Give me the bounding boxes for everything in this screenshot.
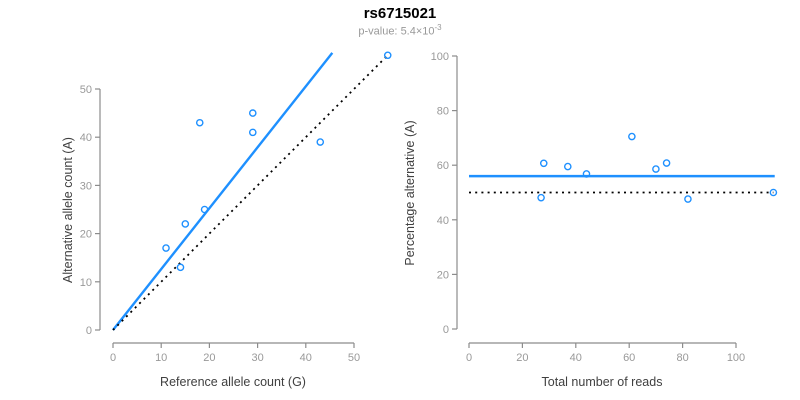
x-tick-label: 80	[676, 352, 688, 364]
data-point	[769, 188, 778, 197]
x-tick-label: 50	[348, 352, 360, 364]
right-x-axis-label: Total number of reads	[542, 375, 663, 389]
identity-line	[112, 54, 389, 331]
left-y-axis-label: Alternative allele count (A)	[61, 137, 75, 283]
x-tick-label: 60	[623, 352, 635, 364]
data-point	[316, 138, 325, 146]
data-point	[662, 159, 671, 167]
y-tick-label: 0	[443, 324, 449, 336]
y-tick-label: 80	[437, 106, 449, 118]
data-point	[195, 118, 204, 127]
data-point	[652, 165, 660, 173]
subtitle-prefix: p-value:	[358, 25, 401, 38]
y-tick-label: 10	[80, 277, 92, 289]
subtitle-value: 5.4×10	[400, 25, 435, 38]
x-tick-label: 0	[466, 352, 472, 364]
x-tick-label: 40	[300, 352, 312, 364]
chart-subtitle: p-value: 5.4×10-3	[0, 23, 800, 38]
data-point	[181, 220, 190, 228]
y-tick-label: 40	[437, 215, 449, 227]
y-tick-label: 20	[437, 269, 449, 281]
chart-title: rs6715021	[363, 5, 437, 22]
x-tick-label: 10	[155, 352, 167, 364]
y-tick-label: 20	[80, 229, 92, 241]
data-point	[684, 195, 692, 203]
data-point	[539, 159, 548, 168]
data-point	[537, 193, 545, 202]
left-panel: 0 10 20 30 40 50 0 10 20 30 40 50	[80, 51, 392, 364]
y-tick-label: 40	[80, 132, 92, 144]
data-point	[248, 128, 257, 137]
data-point	[176, 263, 185, 272]
data-point	[563, 162, 572, 171]
x-tick-label: 20	[516, 352, 528, 364]
subtitle-exponent: -3	[434, 23, 442, 32]
y-tick-label: 100	[431, 51, 449, 63]
right-panel: 0 20 40 60 80 100 0 20 40 60 80 100	[431, 51, 778, 364]
data-point	[582, 170, 591, 178]
x-tick-label: 0	[110, 352, 116, 364]
y-tick-label: 30	[80, 180, 92, 192]
x-tick-label: 40	[570, 352, 582, 364]
y-tick-label: 50	[80, 84, 92, 96]
data-point	[628, 132, 636, 141]
y-tick-label: 0	[86, 325, 92, 337]
right-y-axis-label: Percentage alternative (A)	[403, 120, 417, 265]
y-tick-label: 60	[437, 160, 449, 172]
data-point	[383, 51, 392, 60]
x-tick-label: 30	[251, 352, 263, 364]
fitted-ratio-line	[112, 52, 334, 331]
x-tick-label: 100	[727, 352, 745, 364]
data-point	[162, 244, 170, 252]
x-tick-label: 20	[203, 352, 215, 364]
data-point	[248, 109, 257, 117]
left-x-axis-label: Reference allele count (G)	[160, 375, 306, 389]
data-point	[200, 205, 209, 214]
